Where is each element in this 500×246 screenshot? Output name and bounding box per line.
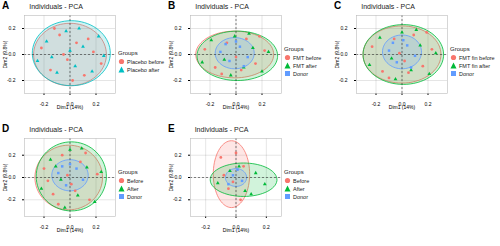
html-text:Before: Before [293, 177, 310, 184]
svg-text:-0.2: -0.2 [40, 101, 49, 107]
html-text:E: E [168, 123, 175, 134]
html-text:B: B [168, 0, 176, 11]
svg-text:0.2: 0.2 [175, 152, 182, 158]
html-text:Groups: Groups [118, 168, 138, 175]
svg-text:0.2: 0.2 [9, 25, 16, 31]
html-text:D: D [2, 123, 10, 134]
html-text:FMT fin after: FMT fin after [459, 62, 491, 69]
svg-text:0.0: 0.0 [9, 51, 16, 57]
svg-text:Dim2 (9.8%): Dim2 (9.8%) [168, 163, 174, 191]
html-text:Placebo after: Placebo after [127, 66, 160, 73]
html-text:FMT after: FMT after [293, 62, 317, 69]
html-text:FMT fin before: FMT fin before [459, 54, 495, 61]
svg-text:0.2: 0.2 [175, 25, 182, 31]
svg-text:-0.2: -0.2 [201, 224, 210, 230]
svg-text:-0.2: -0.2 [173, 196, 182, 202]
svg-text:Dim1 (14%): Dim1 (14%) [57, 227, 84, 233]
svg-text:-0.2: -0.2 [7, 196, 16, 202]
svg-text:0.2: 0.2 [425, 101, 432, 107]
html-text:Groups: Groups [284, 45, 304, 52]
svg-text:Dim1 (14%): Dim1 (14%) [389, 104, 416, 110]
svg-text:Dim2 (9.8%): Dim2 (9.8%) [168, 40, 174, 68]
svg-text:-0.2: -0.2 [40, 224, 49, 230]
svg-text:Dim2 (9.8%): Dim2 (9.8%) [2, 40, 8, 68]
svg-text:Dim2 (9.8%): Dim2 (9.8%) [2, 163, 8, 191]
svg-text:0.2: 0.2 [259, 101, 266, 107]
svg-text:0.0: 0.0 [341, 51, 348, 57]
svg-text:0.2: 0.2 [93, 224, 100, 230]
html-text:Donor: Donor [293, 70, 308, 77]
html-text:Donor: Donor [459, 70, 474, 77]
html-text:Individuals - PCA: Individuals - PCA [194, 126, 249, 133]
svg-text:0.2: 0.2 [9, 152, 16, 158]
html-text:After: After [127, 185, 139, 192]
svg-text:0.0: 0.0 [175, 51, 182, 57]
html-text:Placebo before: Placebo before [127, 58, 164, 65]
svg-text:0.2: 0.2 [341, 25, 348, 31]
html-text:Donor: Donor [293, 193, 308, 200]
svg-text:-0.2: -0.2 [173, 77, 182, 83]
svg-text:0.2: 0.2 [93, 101, 100, 107]
html-text:Individuals - PCA: Individuals - PCA [29, 3, 83, 10]
svg-text:Dim1 (14%): Dim1 (14%) [223, 104, 250, 110]
html-text:Groups: Groups [284, 168, 304, 175]
html-text:A: A [2, 0, 10, 11]
html-text:Individuals - PCA: Individuals - PCA [361, 3, 415, 10]
svg-text:-0.2: -0.2 [206, 101, 215, 107]
html-text:Before: Before [127, 177, 144, 184]
svg-text:Dim2 (9.8%): Dim2 (9.8%) [334, 40, 340, 68]
svg-text:0.2: 0.2 [263, 224, 270, 230]
html-text:Individuals - PCA: Individuals - PCA [29, 126, 83, 133]
html-text:Individuals - PCA: Individuals - PCA [195, 3, 249, 10]
svg-text:0.0: 0.0 [9, 174, 16, 180]
html-text:After: After [293, 185, 305, 192]
svg-text:-0.2: -0.2 [7, 77, 16, 83]
svg-text:-0.2: -0.2 [339, 77, 348, 83]
svg-text:Dim1 (14%): Dim1 (14%) [57, 104, 84, 110]
html-text:Groups: Groups [118, 49, 138, 56]
html-text:Groups: Groups [450, 45, 470, 52]
svg-text:Dim1 (14%): Dim1 (14%) [223, 227, 250, 233]
html-text:C: C [334, 0, 342, 11]
svg-text:0.0: 0.0 [175, 174, 182, 180]
html-text:FMT before: FMT before [293, 54, 322, 61]
svg-text:-0.2: -0.2 [372, 101, 381, 107]
html-text:Donor: Donor [127, 193, 142, 200]
